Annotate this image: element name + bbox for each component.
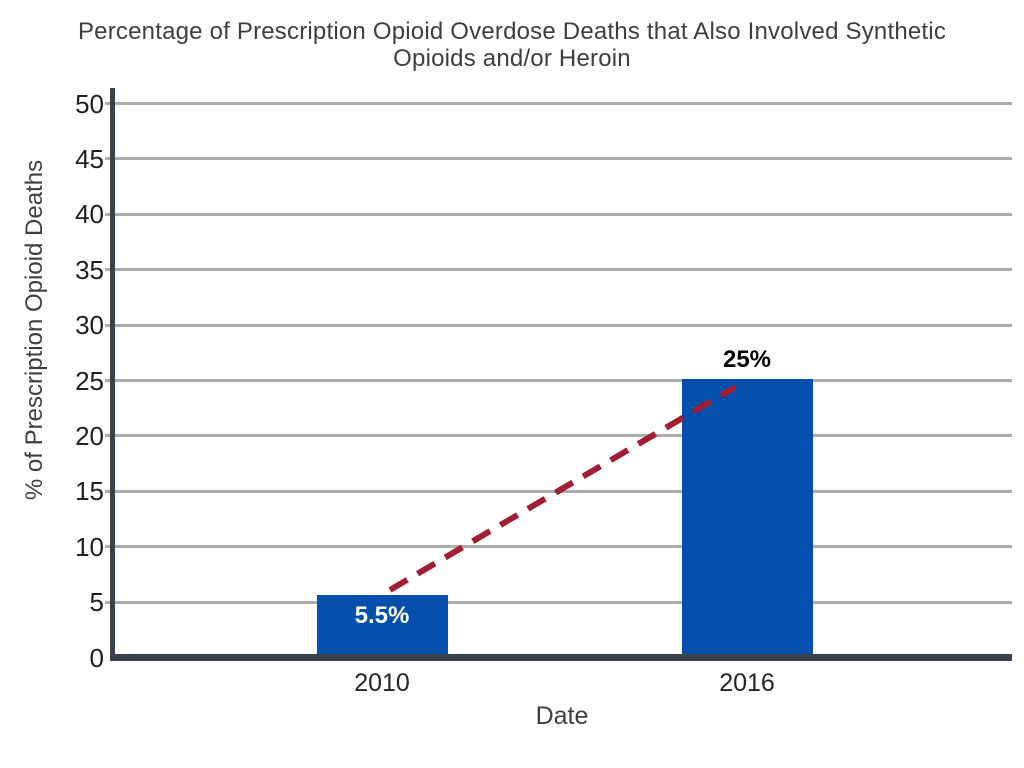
bar-2010 bbox=[316, 595, 448, 656]
y-tick-label: 20 bbox=[75, 420, 104, 451]
bar-value-label-2016: 25% bbox=[722, 346, 772, 373]
y-tick-label: 5 bbox=[89, 587, 104, 618]
y-gridline bbox=[105, 600, 1012, 604]
x-axis-title: Date bbox=[535, 702, 589, 730]
y-tick-label: 15 bbox=[75, 476, 104, 507]
y-gridline bbox=[105, 379, 1012, 382]
y-tick-label: 40 bbox=[75, 199, 104, 230]
chart-title-line-1: Percentage of Prescription Opioid Overdo… bbox=[77, 18, 947, 45]
y-gridline bbox=[105, 157, 1012, 161]
y-tick-label: 50 bbox=[75, 88, 104, 119]
bar-2016 bbox=[681, 379, 813, 656]
y-tick-label: 35 bbox=[75, 254, 104, 285]
y-tick-label: 0 bbox=[89, 642, 104, 673]
y-axis-line bbox=[110, 88, 115, 661]
bar-value-label-2010: 5.5% bbox=[354, 602, 410, 630]
y-tick-label: 10 bbox=[75, 531, 104, 562]
x-tick-label-2010: 2010 bbox=[354, 669, 410, 697]
y-gridline bbox=[105, 323, 1012, 327]
y-gridline bbox=[105, 212, 1012, 216]
y-gridline bbox=[105, 489, 1012, 493]
chart-title-line-2: Opioids and/or Heroin bbox=[393, 45, 631, 72]
y-gridline bbox=[105, 545, 1012, 549]
x-axis-line bbox=[110, 654, 1012, 661]
y-gridline bbox=[105, 268, 1012, 272]
y-gridline bbox=[105, 102, 1012, 105]
y-tick-label: 45 bbox=[75, 143, 104, 174]
x-tick-label-2016: 2016 bbox=[719, 669, 775, 697]
y-gridline bbox=[105, 434, 1012, 438]
chart-title: Percentage of Prescription Opioid Overdo… bbox=[0, 18, 1024, 72]
y-tick-label: 30 bbox=[75, 310, 104, 341]
y-tick-label: 25 bbox=[75, 365, 104, 396]
